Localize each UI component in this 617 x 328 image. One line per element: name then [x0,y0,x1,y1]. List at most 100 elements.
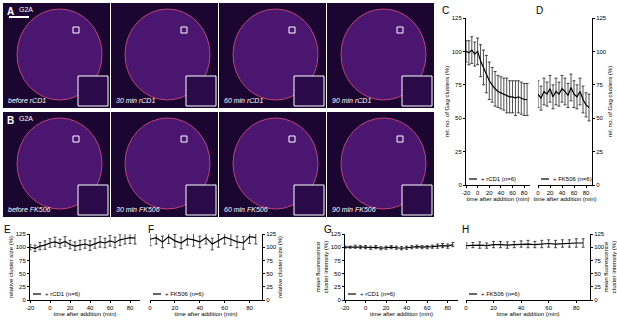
svg-text:100: 100 [594,244,605,250]
svg-text:D: D [536,5,543,16]
svg-text:30 min FK506: 30 min FK506 [116,206,160,213]
svg-text:40: 40 [498,190,505,196]
svg-text:75: 75 [19,258,26,264]
svg-text:+ rCD1 (n=6): + rCD1 (n=6) [45,291,80,297]
svg-text:0: 0 [22,297,26,303]
svg-text:rel. no. of Gag clusters (%): rel. no. of Gag clusters (%) [607,66,613,137]
svg-text:+ rCD1 (n=6): + rCD1 (n=6) [481,176,516,182]
svg-text:125: 125 [266,231,277,237]
svg-text:40: 40 [559,190,566,196]
svg-text:100: 100 [596,49,607,55]
svg-text:50: 50 [594,271,601,277]
svg-text:25: 25 [19,284,26,290]
svg-text:90 min rCD1: 90 min rCD1 [332,97,371,104]
svg-text:0: 0 [476,190,480,196]
svg-text:50: 50 [19,271,26,277]
svg-text:B: B [7,115,14,126]
svg-text:60: 60 [571,190,578,196]
svg-text:25: 25 [334,284,341,290]
svg-text:60 min rCD1: 60 min rCD1 [224,97,263,104]
svg-text:-20: -20 [462,190,471,196]
svg-text:30 min rCD1: 30 min rCD1 [116,97,155,104]
svg-text:100: 100 [266,244,277,250]
svg-text:rel. no. of Gag clusters (%): rel. no. of Gag clusters (%) [444,66,450,137]
svg-text:before rCD1: before rCD1 [8,97,46,104]
svg-text:+ FK506 (n=6): + FK506 (n=6) [553,176,592,182]
svg-text:20: 20 [383,305,390,311]
svg-text:80: 80 [583,190,590,196]
svg-text:25: 25 [594,284,601,290]
svg-text:time after addition (min): time after addition (min) [174,311,237,317]
svg-text:mean fluorescencecluster inten: mean fluorescencecluster intensity (%) [315,241,329,293]
svg-text:20: 20 [490,305,497,311]
svg-text:-20: -20 [26,305,35,311]
svg-text:A: A [7,6,14,17]
svg-text:time after addition (min): time after addition (min) [53,311,116,317]
svg-text:20: 20 [67,305,74,311]
svg-text:G2A: G2A [19,115,33,122]
svg-text:40: 40 [518,305,525,311]
svg-text:0: 0 [464,305,468,311]
svg-text:60: 60 [221,305,228,311]
svg-text:125: 125 [596,15,607,21]
svg-text:time after addition (min): time after addition (min) [533,196,596,202]
svg-text:+ FK506 (n=6): + FK506 (n=6) [481,291,520,297]
svg-text:90 min FK506: 90 min FK506 [332,206,376,213]
svg-text:+ rCD1 (n=6): + rCD1 (n=6) [360,291,395,297]
svg-text:-20: -20 [341,305,350,311]
svg-text:time after addition (min): time after addition (min) [466,196,529,202]
svg-text:G: G [324,224,332,235]
svg-text:80: 80 [246,305,253,311]
svg-text:20: 20 [547,190,554,196]
svg-text:0: 0 [266,297,270,303]
svg-text:C: C [442,5,449,16]
svg-text:0: 0 [594,297,598,303]
svg-text:125: 125 [331,231,342,237]
svg-text:0: 0 [48,305,52,311]
svg-text:20: 20 [486,190,493,196]
svg-text:40: 40 [196,305,203,311]
svg-text:50: 50 [334,271,341,277]
svg-text:relative cluster size (%): relative cluster size (%) [277,236,283,298]
svg-text:60: 60 [545,305,552,311]
svg-text:80: 80 [573,305,580,311]
svg-text:40: 40 [87,305,94,311]
svg-text:0: 0 [536,190,540,196]
svg-text:75: 75 [594,258,601,264]
svg-text:75: 75 [266,258,273,264]
svg-text:G2A: G2A [19,6,33,13]
svg-text:100: 100 [452,49,463,55]
svg-text:50: 50 [455,115,462,121]
svg-text:80: 80 [521,190,528,196]
svg-text:25: 25 [455,149,462,155]
svg-text:100: 100 [16,244,27,250]
svg-text:60: 60 [509,190,516,196]
svg-text:60: 60 [107,305,114,311]
svg-text:before FK506: before FK506 [8,206,51,213]
svg-text:125: 125 [594,231,605,237]
svg-text:+ FK506 (n=6): + FK506 (n=6) [165,291,204,297]
svg-text:25: 25 [266,284,273,290]
svg-text:time after addition (min): time after addition (min) [370,311,433,317]
svg-text:75: 75 [455,82,462,88]
svg-text:20: 20 [172,305,179,311]
svg-text:0: 0 [364,305,368,311]
svg-text:mean fluorescencecluster inten: mean fluorescencecluster intensity (%) [603,241,617,293]
svg-text:0: 0 [458,182,462,188]
svg-text:F: F [148,224,154,235]
svg-text:0: 0 [596,182,600,188]
svg-text:125: 125 [16,231,27,237]
svg-text:75: 75 [334,258,341,264]
svg-text:75: 75 [596,82,603,88]
svg-text:time after addition (min): time after addition (min) [496,311,559,317]
svg-text:25: 25 [596,149,603,155]
svg-text:40: 40 [403,305,410,311]
svg-text:80: 80 [127,305,134,311]
svg-text:50: 50 [266,271,273,277]
svg-text:relative cluster size (%): relative cluster size (%) [8,236,14,298]
svg-text:0: 0 [148,305,152,311]
svg-text:80: 80 [444,305,451,311]
svg-text:H: H [462,224,469,235]
svg-text:100: 100 [331,244,342,250]
svg-text:50: 50 [596,115,603,121]
